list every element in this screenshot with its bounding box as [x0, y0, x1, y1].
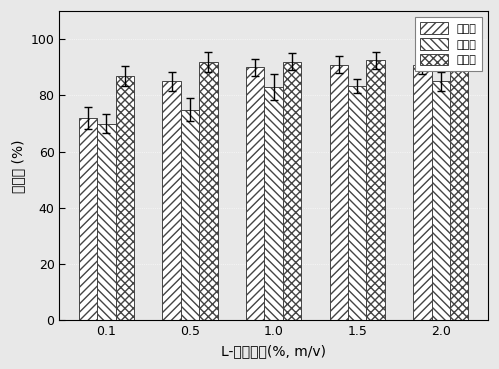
Legend: 甲基汞, 乙基汞, 无机汞: 甲基汞, 乙基汞, 无机汞	[415, 17, 483, 71]
Bar	[413, 65, 432, 320]
Bar	[432, 82, 450, 320]
Bar	[246, 68, 264, 320]
Bar	[116, 76, 134, 320]
Bar	[181, 110, 199, 320]
Bar	[283, 62, 301, 320]
Bar	[163, 82, 181, 320]
Bar	[330, 65, 348, 320]
Bar	[97, 124, 116, 320]
Bar	[79, 118, 97, 320]
Bar	[450, 59, 469, 320]
X-axis label: L-半胱氨酸(%, m/v): L-半胱氨酸(%, m/v)	[221, 344, 326, 358]
Y-axis label: 回收率 (%): 回收率 (%)	[11, 139, 25, 193]
Bar	[366, 60, 385, 320]
Bar	[264, 87, 283, 320]
Bar	[199, 62, 218, 320]
Bar	[348, 86, 366, 320]
